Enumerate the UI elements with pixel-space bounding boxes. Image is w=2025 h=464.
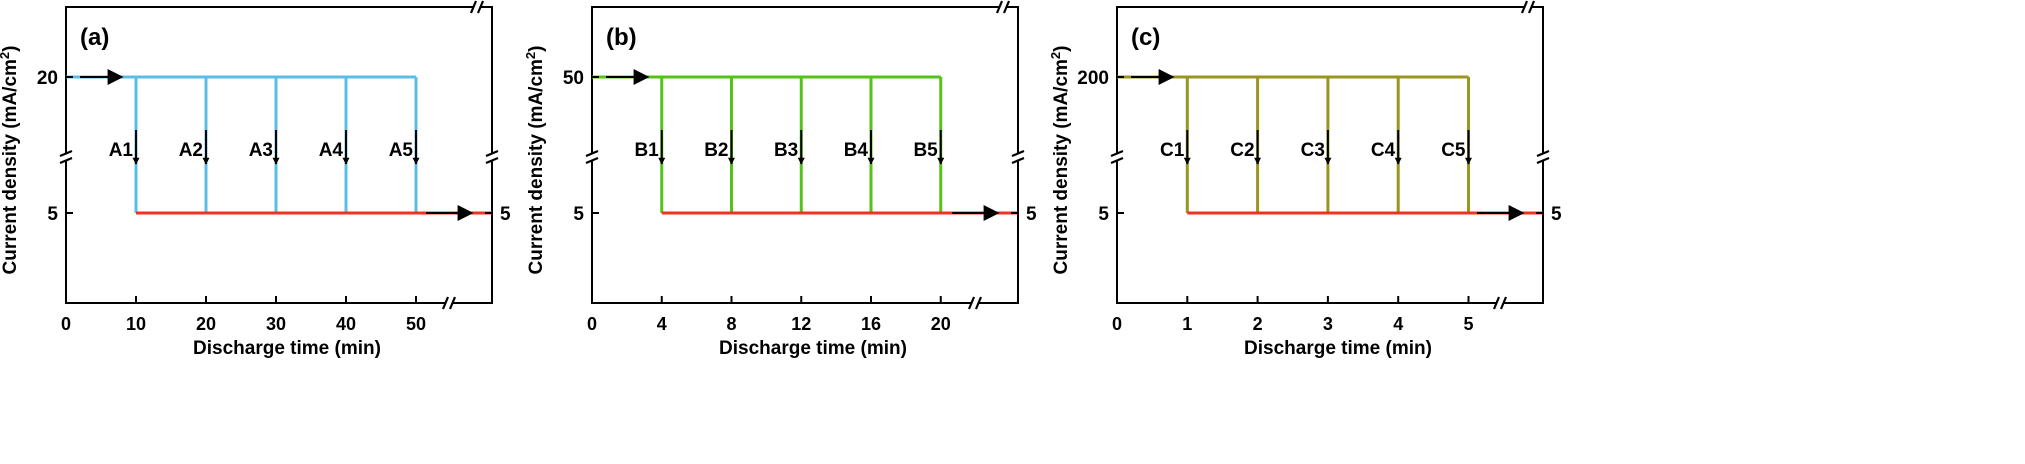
x-break-top-stroke-2	[476, 0, 485, 14]
x-tick-label: 8	[726, 314, 736, 334]
x-tick-label: 12	[791, 314, 811, 334]
x-break-top-stroke-1	[995, 0, 1004, 14]
y-break-left-stroke-1	[585, 149, 599, 158]
x-break-top-gap	[999, 2, 1007, 12]
y-break-right-stroke-1	[485, 149, 499, 158]
y-break-left-stroke-1	[1110, 149, 1124, 158]
right-y-label: 5	[1551, 204, 1562, 225]
x-axis-title: Discharge time (min)	[1244, 338, 1432, 359]
x-break-bottom-gap	[1496, 298, 1504, 308]
x-break-bottom-gap	[971, 298, 979, 308]
y-tick-label: 20	[37, 68, 58, 89]
y-break-right-stroke-2	[485, 156, 499, 165]
y-break-right-stroke-1	[1011, 149, 1025, 158]
x-tick-label: 4	[657, 314, 667, 334]
panel-a: A1 A2 A3 A4 A5 0 10 20 30 40 50 20 5 5 (a) Discharge ti…	[0, 0, 511, 359]
x-tick-label: 2	[1253, 314, 1263, 334]
switch-label-b2: B2	[704, 140, 728, 161]
switch-label-b4: B4	[844, 140, 869, 161]
y-break-right-gap	[1538, 153, 1548, 161]
switch-label-a3: A3	[249, 140, 273, 161]
switch-label-b5: B5	[913, 140, 938, 161]
x-break-bottom-stroke-1	[967, 296, 976, 310]
y-break-right-gap	[487, 153, 497, 161]
right-y-label: 5	[500, 204, 511, 225]
panel-label: (c)	[1131, 24, 1160, 51]
y-break-right-gap	[1013, 153, 1023, 161]
switch-label-c1: C1	[1160, 140, 1185, 161]
y-break-left-stroke-1	[59, 149, 73, 158]
y-axis-title: Current density (mA/cm2)	[1048, 46, 1072, 275]
switch-label-a2: A2	[179, 140, 203, 161]
x-break-top-stroke-1	[1520, 0, 1529, 14]
y-break-left-gap	[1112, 153, 1122, 161]
y-tick-label: 50	[563, 68, 584, 89]
y-tick-label: 5	[47, 204, 58, 225]
x-tick-label: 10	[126, 314, 146, 334]
x-axis-title: Discharge time (min)	[193, 338, 381, 359]
panel-label: (a)	[80, 24, 109, 51]
y-break-right-stroke-1	[1536, 149, 1550, 158]
y-break-left-gap	[587, 153, 597, 161]
switch-label-a4: A4	[319, 140, 344, 161]
switch-label-b1: B1	[634, 140, 659, 161]
y-tick-label: 5	[573, 204, 584, 225]
x-break-top-stroke-2	[1002, 0, 1011, 14]
x-tick-label: 0	[61, 314, 71, 334]
x-break-bottom-stroke-1	[1492, 296, 1501, 310]
x-break-top-gap	[473, 2, 481, 12]
y-tick-label: 5	[1098, 204, 1109, 225]
x-tick-label: 3	[1323, 314, 1333, 334]
x-break-bottom-stroke-1	[441, 296, 450, 310]
x-tick-label: 0	[1112, 314, 1122, 334]
y-break-left-stroke-2	[585, 156, 599, 165]
y-axis-title: Current density (mA/cm2)	[0, 46, 21, 275]
x-break-top-gap	[1524, 2, 1532, 12]
switch-label-b3: B3	[774, 140, 798, 161]
y-break-left-gap	[61, 153, 71, 161]
x-tick-label: 4	[1393, 314, 1403, 334]
x-break-bottom-stroke-2	[974, 296, 983, 310]
y-tick-label: 200	[1077, 68, 1109, 89]
x-break-top-stroke-1	[469, 0, 478, 14]
right-y-label: 5	[1026, 204, 1037, 225]
switch-label-c4: C4	[1371, 140, 1396, 161]
x-tick-label: 30	[266, 314, 286, 334]
x-tick-label: 20	[196, 314, 216, 334]
y-break-left-stroke-2	[1110, 156, 1124, 165]
switch-label-c5: C5	[1441, 140, 1466, 161]
x-tick-label: 5	[1463, 314, 1473, 334]
x-tick-label: 20	[931, 314, 951, 334]
panel-c: C1 C2 C3 C4 C5 0 1 2 3 4 5 200 5 5 (c) Discharge time (…	[1048, 0, 1562, 359]
switch-label-c2: C2	[1230, 140, 1254, 161]
y-break-right-stroke-2	[1536, 156, 1550, 165]
x-break-top-stroke-2	[1527, 0, 1536, 14]
x-tick-label: 40	[336, 314, 356, 334]
switch-label-c3: C3	[1301, 140, 1325, 161]
y-axis-title: Current density (mA/cm2)	[523, 46, 547, 275]
switch-label-a5: A5	[389, 140, 414, 161]
panel-label: (b)	[606, 24, 637, 51]
x-tick-label: 0	[587, 314, 597, 334]
panel-b: B1 B2 B3 B4 B5 0 4 8 12 16 20 50 5 5 (b) Discharge time…	[523, 0, 1037, 359]
x-tick-label: 16	[861, 314, 881, 334]
switch-label-a1: A1	[109, 140, 134, 161]
x-tick-label: 1	[1182, 314, 1192, 334]
x-axis-title: Discharge time (min)	[719, 338, 907, 359]
y-break-right-stroke-2	[1011, 156, 1025, 165]
x-tick-label: 50	[406, 314, 426, 334]
x-break-bottom-stroke-2	[448, 296, 457, 310]
y-break-left-stroke-2	[59, 156, 73, 165]
x-break-bottom-stroke-2	[1499, 296, 1508, 310]
x-break-bottom-gap	[445, 298, 453, 308]
